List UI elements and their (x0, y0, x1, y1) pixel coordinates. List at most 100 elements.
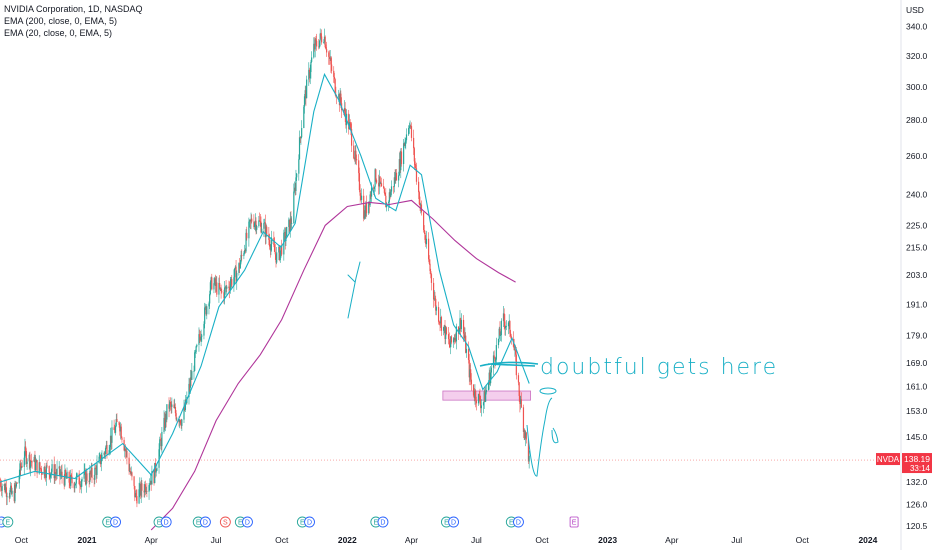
candle-body (478, 393, 480, 396)
ema-20-line[interactable] (0, 72, 530, 483)
candle-body (388, 192, 390, 202)
candle-body (435, 298, 437, 311)
candle-body (524, 432, 527, 439)
event-marker-label: D (307, 520, 312, 527)
candle-body (18, 475, 20, 484)
candle-body (131, 472, 133, 477)
dividend-marker-icon[interactable] (513, 516, 524, 528)
price-tick-label: 132.0 (906, 477, 928, 487)
candle-body (375, 169, 377, 181)
candle-body (84, 470, 87, 485)
candle-body (170, 403, 172, 407)
candle-body (120, 426, 122, 438)
candle-body (284, 231, 286, 242)
candle-body (306, 79, 308, 99)
candle-body (495, 345, 497, 360)
ema-200-line[interactable] (150, 199, 516, 531)
candle-body (165, 413, 167, 420)
event-marker-label: E (572, 520, 577, 527)
earnings-marker-icon[interactable] (569, 516, 579, 528)
candle-body (410, 125, 412, 127)
candle-body (323, 42, 325, 43)
indicator-ema-200[interactable]: EMA (200, close, 0, EMA, 5) (4, 16, 118, 26)
candle-body (484, 391, 486, 402)
last-price-tag[interactable] (902, 453, 932, 474)
candle-body (370, 187, 373, 197)
candle-body (145, 491, 147, 493)
candle-body (378, 176, 380, 187)
candle-body (136, 496, 138, 504)
candle-body (40, 468, 42, 469)
price-tick-label: 340.0 (906, 22, 928, 32)
candle-body (179, 420, 181, 423)
candle-body (465, 335, 467, 353)
candle-body (213, 283, 215, 290)
candle-body (233, 277, 235, 286)
dividend-marker-icon[interactable] (242, 516, 253, 528)
candle-body (468, 359, 470, 378)
candle-body (339, 93, 341, 106)
candle-body (164, 413, 167, 428)
candle-body (434, 298, 436, 300)
candle-body (206, 306, 208, 315)
candle-body (379, 176, 381, 184)
earnings-marker-icon[interactable] (2, 516, 14, 528)
candle-body (79, 485, 82, 488)
dividend-marker-icon[interactable] (448, 516, 460, 528)
candle-body (423, 230, 425, 233)
candle-body (303, 106, 305, 129)
candle-body (146, 491, 148, 492)
candle-body (363, 195, 365, 219)
candle-body (343, 108, 346, 112)
candle-body (124, 448, 127, 452)
time-tick-label: Oct (796, 535, 810, 545)
candle-body (485, 392, 487, 402)
candle-body (55, 473, 57, 475)
candle-body (199, 334, 201, 338)
candle-body (418, 192, 420, 205)
dividend-marker-icon[interactable] (110, 516, 121, 528)
dividend-marker-icon[interactable] (160, 516, 172, 528)
price-tick-label: 191.0 (906, 299, 928, 309)
candle-body (188, 383, 190, 398)
candle-body (229, 287, 231, 291)
candle-body (415, 164, 417, 169)
symbol-title[interactable]: NVIDIA Corporation, 1D, NASDAQ (4, 4, 143, 14)
candle-body (255, 220, 257, 230)
split-marker-icon[interactable] (219, 516, 231, 528)
event-marker-label: E (444, 520, 449, 527)
candle-body (190, 377, 192, 380)
candle-body (66, 471, 68, 479)
candle-body (505, 326, 507, 329)
indicator-ema-20[interactable]: EMA (20, close, 0, EMA, 5) (4, 28, 113, 38)
candle-body (348, 113, 350, 130)
candle-body (103, 452, 105, 455)
dividend-marker-icon[interactable] (304, 516, 315, 528)
candle-body (135, 493, 137, 497)
support-zone-rect[interactable] (442, 390, 531, 401)
candle-body (447, 334, 450, 340)
dividend-marker-icon[interactable] (199, 516, 211, 528)
event-marker-label: E (196, 520, 201, 527)
candle-body (378, 182, 380, 187)
candle-body (452, 338, 455, 343)
candle-body (58, 466, 60, 469)
candle-body (209, 294, 211, 304)
symbol-price-tag[interactable] (876, 453, 900, 466)
candle-body (115, 419, 117, 426)
candle-body (413, 148, 415, 162)
candle-body (59, 466, 61, 477)
candle-body (21, 466, 23, 467)
dividend-marker-icon[interactable] (377, 516, 389, 528)
candle-body (274, 251, 276, 255)
candle-body (470, 379, 472, 385)
candle-body (240, 254, 242, 263)
candle-body (293, 191, 295, 224)
candle-body (423, 212, 425, 231)
candle-body (148, 485, 150, 492)
candle-body (276, 252, 278, 263)
candle-body (304, 90, 306, 97)
time-tick-label: 2021 (78, 535, 97, 545)
